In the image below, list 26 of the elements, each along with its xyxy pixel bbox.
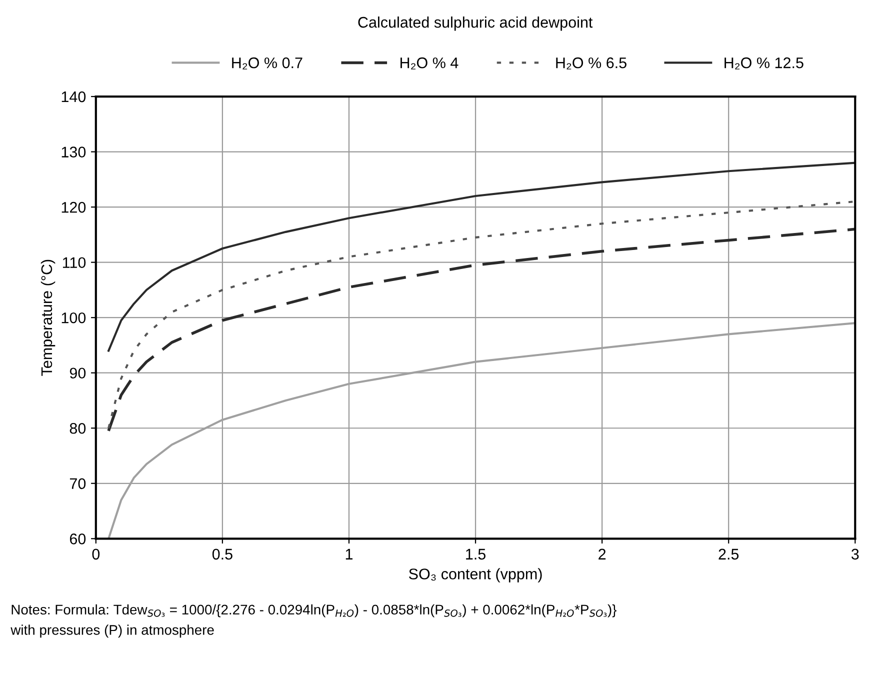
y-tick-label: 70 (70, 478, 86, 490)
x-tick-label: 1 (346, 548, 352, 560)
text: Notes: Formula: Tdew$_{SO₃}$ = 1000/{2.276 - 0.0294ln(P$_{H₂O}$) - 0.0858*ln(P$_{SO₃}$) + 0.0062*ln(P$_{H₂O}$*P$_{SO₃}$)} (12, 604, 616, 618)
y-axis-title: Temperature (°C) (40, 260, 56, 376)
x-tick-label: 2.5 (718, 548, 739, 560)
x-tick-label: 0 (92, 548, 100, 560)
y-tick-label: 140 (62, 91, 86, 102)
x-tick-label: 2 (598, 548, 606, 560)
legend-label: H₂O % 12.5 (724, 57, 804, 70)
y-tick-label: 90 (70, 368, 86, 379)
y-tick-label: 110 (62, 257, 86, 268)
y-tick-label: 60 (70, 534, 86, 544)
x-axis-title: SO₃ content (vppm) (409, 568, 542, 582)
x-tick-label: 1.5 (466, 548, 486, 560)
chart-title: Calculated sulphuric acid dewpoint (358, 16, 593, 31)
x-tick-label: 0.5 (212, 548, 232, 560)
x-tick-label: 3 (851, 548, 859, 560)
legend-label: H₂O % 6.5 (556, 57, 626, 70)
y-tick-label: 120 (62, 202, 86, 213)
line-series (108, 162, 856, 352)
y-tick-label: 100 (62, 312, 86, 324)
y-tick-label: 130 (62, 146, 86, 158)
y-tick-label: 80 (70, 422, 86, 434)
legend-label: H₂O % 0.7 (232, 57, 302, 70)
legend-label: H₂O % 4 (400, 57, 458, 70)
text: with pressures (P) in atmosphere (10, 624, 214, 638)
